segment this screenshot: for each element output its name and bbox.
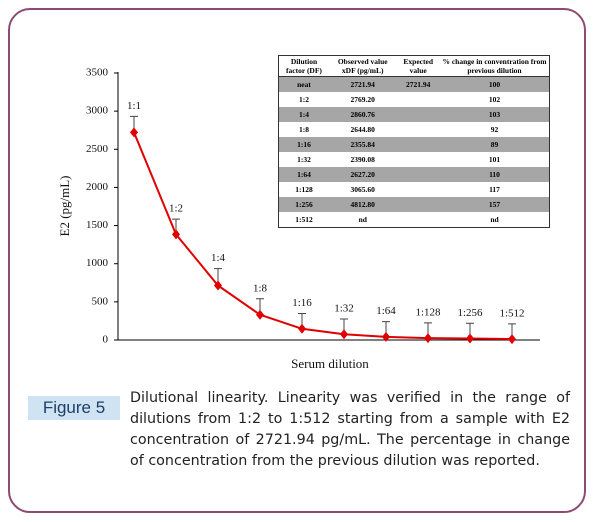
y-tick-label: 3500: [86, 67, 109, 79]
table-cell: 2355.84: [329, 137, 397, 152]
table-row: 1:256 4812.80 157: [278, 197, 550, 212]
table-cell: 4812.80: [329, 197, 397, 212]
table-cell: 1:16: [278, 137, 329, 152]
data-point: [130, 127, 138, 138]
y-tick-label: 2000: [86, 181, 109, 193]
table-header-cell: Dilution factor (DF): [278, 55, 329, 77]
table-row: 1:512 nd nd: [279, 212, 550, 228]
data-point: [466, 333, 474, 344]
table-cell: 2860.76: [329, 107, 397, 122]
table-cell: [396, 182, 440, 197]
point-label: 1:4: [211, 252, 226, 264]
table-cell: 157: [439, 197, 550, 212]
y-tick-label: 2500: [86, 143, 109, 155]
table-cell: 110: [439, 167, 550, 182]
y-tick-label: 500: [92, 295, 109, 307]
table-cell: 2390.08: [350, 155, 375, 164]
table-row: 1:64 2627.20 110: [278, 167, 550, 182]
table-cell: [396, 167, 440, 182]
data-point: [256, 309, 264, 320]
point-label: 1:32: [334, 303, 354, 315]
table-header-cell: Observed value xDF (pg/mL): [329, 55, 397, 77]
data-point: [214, 280, 222, 291]
table-cell: 2721.94: [329, 76, 397, 92]
y-axis-label: E2 (pg/mL): [57, 175, 72, 236]
table-cell: nd: [358, 215, 367, 224]
data-table: Dilution factor (DF) Observed value xDF (…: [278, 55, 550, 228]
table-cell: 92: [490, 125, 499, 134]
table-cell: 101: [488, 155, 501, 164]
table-cell: 1:8: [299, 125, 309, 134]
table-header-cell: Expected value: [396, 55, 440, 77]
point-label: 1:128: [415, 306, 441, 318]
table-row: neat 2721.94 2721.94 100: [278, 76, 550, 92]
table-cell: 1:512: [295, 215, 313, 224]
table-header-cell: % change in conventration from previous …: [439, 55, 550, 77]
table-row: 1:8 2644.80 92: [279, 122, 550, 137]
y-tick-label: 1500: [86, 219, 109, 231]
table-cell: [396, 197, 440, 212]
table-cell: 2627.20: [329, 167, 397, 182]
data-point: [172, 229, 180, 240]
table-cell: 1:64: [278, 167, 329, 182]
table-cell: [396, 212, 440, 228]
table-cell: 117: [489, 185, 500, 194]
point-label: 1:64: [376, 305, 396, 317]
table-cell: [396, 122, 440, 137]
table-cell: 2644.80: [350, 125, 375, 134]
data-line: [133, 131, 513, 341]
point-label: 1:16: [292, 297, 312, 309]
x-axis-label: Serum dilution: [291, 356, 369, 371]
point-label: 1:1: [127, 100, 141, 112]
data-point: [508, 334, 516, 345]
table-cell: 1:256: [278, 197, 329, 212]
y-tick-label: 1000: [86, 257, 109, 269]
point-label: 1:8: [253, 282, 268, 294]
point-label: 1:2: [169, 203, 183, 215]
chart: Serum dilution E2 (pg/mL) 0 500 1000 1500 20…: [57, 67, 540, 371]
table-row: 1:128 3065.60 117: [279, 182, 550, 197]
table-cell: [396, 152, 440, 167]
table-cell: [396, 107, 440, 122]
figure-label: Figure 5: [28, 396, 120, 420]
table-cell: [396, 92, 440, 107]
data-point: [298, 323, 306, 334]
point-label: 1:512: [499, 307, 524, 319]
table-cell: neat: [278, 76, 329, 92]
table-row: 1:2 2769.20 102: [279, 92, 550, 107]
table-cell: 2769.20: [350, 95, 375, 104]
table-cell: 100: [439, 76, 550, 92]
table-row: 1:32 2390.08 101: [279, 152, 550, 167]
table-cell: 89: [439, 137, 550, 152]
table-row: 1:4 2860.76 103: [278, 107, 550, 122]
table-cell: 102: [488, 95, 501, 104]
table-cell: 1:32: [297, 155, 311, 164]
table-cell: 2721.94: [396, 76, 440, 92]
data-point: [382, 331, 390, 342]
data-point: [340, 329, 348, 340]
caption-text: Dilutional linearity. Linearity was veri…: [130, 390, 570, 469]
table-cell: nd: [490, 215, 499, 224]
table-cell: 3065.60: [350, 185, 375, 194]
table-cell: 103: [439, 107, 550, 122]
figure-frame: [8, 8, 586, 513]
table-cell: 1:4: [278, 107, 329, 122]
table-row: 1:16 2355.84 89: [278, 137, 550, 152]
point-label: 1:256: [457, 307, 483, 319]
data-point: [424, 333, 432, 344]
y-tick-label: 3000: [86, 105, 109, 117]
table-cell: [396, 137, 440, 152]
table-cell: 1:128: [295, 185, 313, 194]
y-tick-label: 0: [103, 334, 109, 346]
table-cell: 1:2: [299, 95, 309, 104]
table-header: Dilution factor (DF) Observed value xDF (…: [278, 55, 550, 77]
